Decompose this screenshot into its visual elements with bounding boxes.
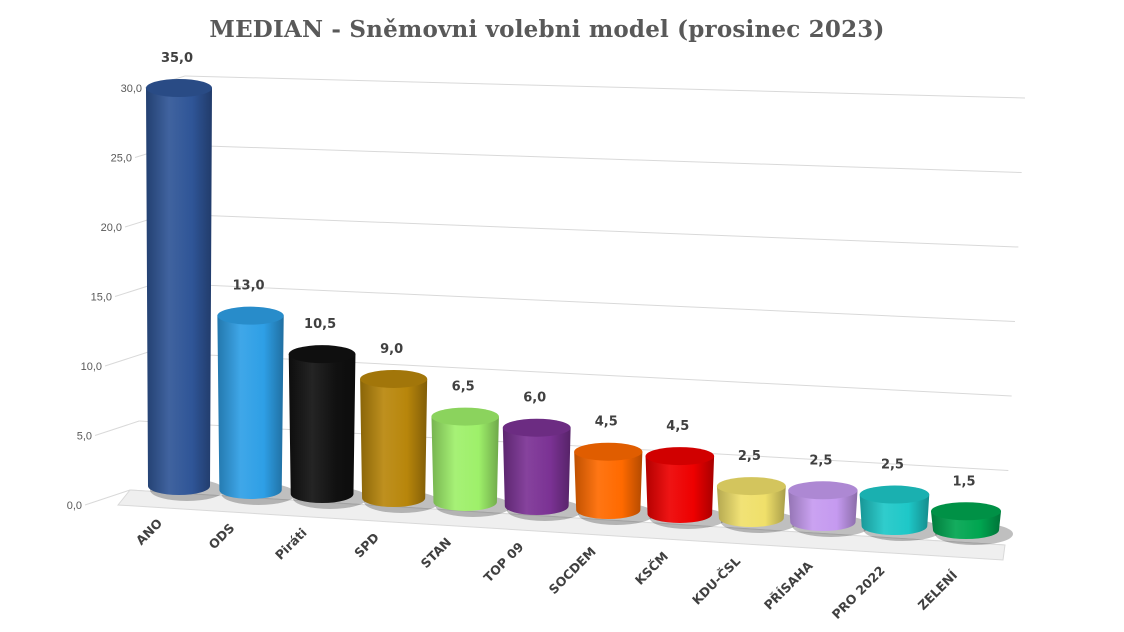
category-label: SOCDEM [546, 544, 599, 597]
y-tick-label: 15,0 [91, 292, 112, 304]
y-tick-label: 30,0 [121, 83, 142, 95]
bar-zelení [931, 502, 1013, 545]
y-tick-label: 10,0 [81, 361, 102, 373]
value-label: 2,5 [738, 449, 761, 464]
bar-pro-2022 [859, 485, 942, 541]
bar-stan [431, 407, 511, 517]
value-label: 1,5 [952, 474, 975, 489]
bar-ksčm [645, 447, 727, 529]
value-label: 2,5 [809, 453, 832, 468]
y-tick-label: 0,0 [67, 500, 82, 512]
category-label: PRO 2022 [829, 563, 888, 622]
category-label: KDU-ČSL [689, 553, 743, 607]
value-label: 9,0 [380, 342, 403, 357]
value-label: 4,5 [595, 415, 618, 430]
chart-title: MEDIAN - Sněmovni volebni model (prosine… [209, 16, 885, 43]
value-labels: 35,0 13,0 10,5 9,0 6,5 6,0 4,5 4,5 2,5 2,5 2,5 1,5 [161, 51, 976, 489]
category-label: STAN [418, 534, 455, 571]
bar-kdu-čsl [716, 477, 798, 533]
y-axis-ticks: 0,0 5,0 10,0 15,0 20,0 25,0 30,0 [67, 83, 142, 512]
category-label: KSČM [632, 549, 671, 588]
value-label: 4,5 [666, 419, 689, 434]
value-label: 2,5 [881, 458, 904, 473]
category-label: SPD [351, 530, 382, 561]
category-label: TOP 09 [480, 539, 526, 585]
category-label: ODS [206, 520, 238, 552]
bar-socdem [574, 442, 655, 525]
category-label: ANO [133, 516, 165, 548]
value-label: 10,5 [304, 317, 336, 332]
bar-piráti [288, 345, 368, 509]
bar-ano [146, 79, 224, 501]
value-label: 35,0 [161, 51, 193, 66]
chart-floor [117, 489, 1006, 561]
category-label: ZELENÍ [915, 567, 961, 613]
bar-spd [360, 369, 440, 513]
value-label: 13,0 [233, 279, 265, 294]
y-tick-label: 25,0 [111, 153, 132, 165]
y-tick-label: 20,0 [101, 222, 122, 234]
bars [146, 79, 1013, 545]
bar-přísaha [788, 481, 870, 537]
category-label: Piráti [272, 525, 310, 563]
value-label: 6,5 [452, 380, 475, 395]
bar-ods [217, 306, 296, 505]
y-tick-label: 5,0 [77, 431, 92, 443]
bar-top-09 [502, 418, 583, 521]
category-label: PŘÍSAHA [761, 558, 816, 613]
value-label: 6,0 [523, 391, 546, 406]
